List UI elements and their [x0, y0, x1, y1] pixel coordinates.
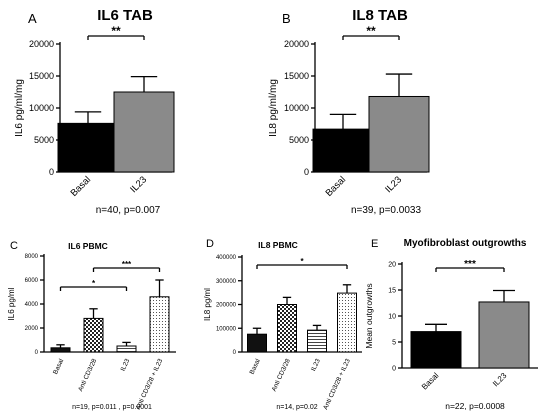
significance-label: * — [300, 257, 304, 266]
y-tick-label: 20000 — [29, 39, 54, 49]
y-tick-label: 4000 — [25, 302, 39, 308]
significance-bracket: *** — [435, 259, 505, 272]
y-axis-label: IL6 pg/ml/mg — [14, 79, 25, 137]
bar-0 — [50, 347, 71, 353]
bar-3 — [337, 292, 357, 353]
y-tick-label: 8000 — [25, 254, 39, 260]
y-tick-label: 300000 — [216, 279, 237, 285]
panel-d: D IL8 PBMC IL8 pg/ml 0 100000 200000 300000 400… — [203, 238, 362, 411]
panel-letter: C — [10, 240, 18, 252]
y-tick-label: 6000 — [25, 278, 39, 284]
x-tick-label: Basal — [249, 357, 262, 375]
y-tick-label: 400000 — [216, 255, 237, 261]
panel-a: A IL6 TAB IL6 pg/ml/mg 0 5000 10000 15000 20000… — [14, 7, 175, 216]
panel-b: B IL8 TAB IL8 pg/ml/mg 0 5000 10000 15000 20000… — [268, 7, 430, 216]
x-tick-label: Basal — [52, 357, 65, 375]
panel-e: E Myofibroblast outgrowths Mean outgrowths… — [364, 238, 538, 411]
significance-label: ** — [366, 24, 376, 38]
bar-1 — [277, 304, 297, 353]
y-tick-label: 20000 — [284, 39, 309, 49]
y-tick-label: 10000 — [29, 103, 54, 113]
panel-c: C IL6 PBMC IL6 pg/ml 0 2000 4000 6000 8000 Basal… — [7, 240, 176, 411]
y-axis-label: IL6 pg/ml — [7, 287, 16, 320]
bar-0 — [57, 122, 119, 173]
y-tick-label: 5000 — [289, 135, 309, 145]
bar-2 — [307, 329, 327, 353]
significance-bracket: * — [59, 279, 128, 291]
panel-letter: D — [206, 238, 214, 250]
significance-label: *** — [122, 260, 132, 269]
panel-letter: B — [282, 11, 291, 26]
y-tick-label: 15000 — [29, 71, 54, 81]
y-tick-label: 0 — [233, 350, 237, 356]
y-tick-label: 10 — [388, 313, 396, 320]
bar-3 — [149, 296, 170, 353]
bar-1 — [113, 91, 175, 173]
panel-caption: n=39, p=0.0033 — [351, 205, 422, 216]
x-tick-label: Anti CD3/28 — [271, 358, 292, 393]
bar-0 — [410, 331, 462, 369]
significance-bracket: *** — [92, 260, 161, 272]
bar-1 — [83, 317, 104, 353]
x-tick-label: Basal — [69, 174, 94, 199]
x-tick-label: Basal — [420, 371, 441, 392]
panel-title: IL6 TAB — [97, 7, 153, 24]
bar-0 — [247, 333, 267, 353]
x-tick-label: IL23 — [128, 174, 149, 195]
panel-title: Myofibroblast outgrowths — [404, 238, 527, 249]
y-tick-label: 15000 — [284, 71, 309, 81]
y-tick-label: 5 — [392, 339, 396, 346]
x-tick-label: IL23 — [383, 174, 404, 195]
panel-title: IL8 PBMC — [258, 240, 298, 250]
x-tick-label: Anti CD3/28 + IL23 — [322, 358, 352, 411]
y-tick-label: 100000 — [216, 326, 237, 332]
y-axis-label: IL8 pg/ml — [203, 288, 212, 321]
y-tick-label: 0 — [304, 167, 309, 177]
panel-letter: A — [28, 11, 37, 26]
x-tick-label: IL23 — [491, 371, 509, 389]
x-tick-label: Anti CD3/28 + IL23 — [135, 358, 165, 411]
panel-title: IL6 PBMC — [68, 241, 108, 251]
y-tick-label: 10000 — [284, 103, 309, 113]
significance-label: * — [92, 279, 96, 288]
panel-caption: n=22, p=0.0008 — [445, 401, 505, 411]
significance-bracket: ** — [342, 24, 400, 40]
significance-label: *** — [464, 259, 476, 270]
y-tick-label: 0 — [392, 365, 396, 372]
panel-caption: n=14, p=0.02 — [276, 404, 317, 411]
panel-letter: E — [371, 238, 378, 250]
significance-label: ** — [111, 24, 121, 38]
y-tick-label: 20 — [388, 261, 396, 268]
panel-title: IL8 TAB — [352, 7, 408, 24]
x-tick-label: IL23 — [120, 358, 132, 373]
y-axis-label: IL8 pg/ml/mg — [268, 79, 279, 137]
bar-0 — [312, 128, 374, 173]
panel-caption: n=19, p=0.011 , p=0.0001 — [72, 404, 152, 411]
y-tick-label: 0 — [49, 167, 54, 177]
bar-1 — [368, 95, 430, 173]
y-tick-label: 15 — [388, 287, 396, 294]
significance-bracket: ** — [87, 24, 145, 40]
y-tick-label: 0 — [35, 350, 39, 356]
y-tick-label: 200000 — [216, 303, 237, 309]
y-axis-label: Mean outgrowths — [364, 283, 374, 348]
significance-bracket: * — [256, 257, 348, 269]
x-tick-label: Basal — [324, 174, 349, 199]
x-tick-label: IL23 — [310, 358, 322, 373]
y-tick-label: 5000 — [34, 135, 54, 145]
y-tick-label: 2000 — [25, 326, 39, 332]
bar-1 — [478, 301, 530, 369]
panel-caption: n=40, p=0.007 — [96, 205, 161, 216]
bar-2 — [116, 345, 137, 353]
x-tick-label: Anti CD3/28 — [77, 358, 98, 393]
